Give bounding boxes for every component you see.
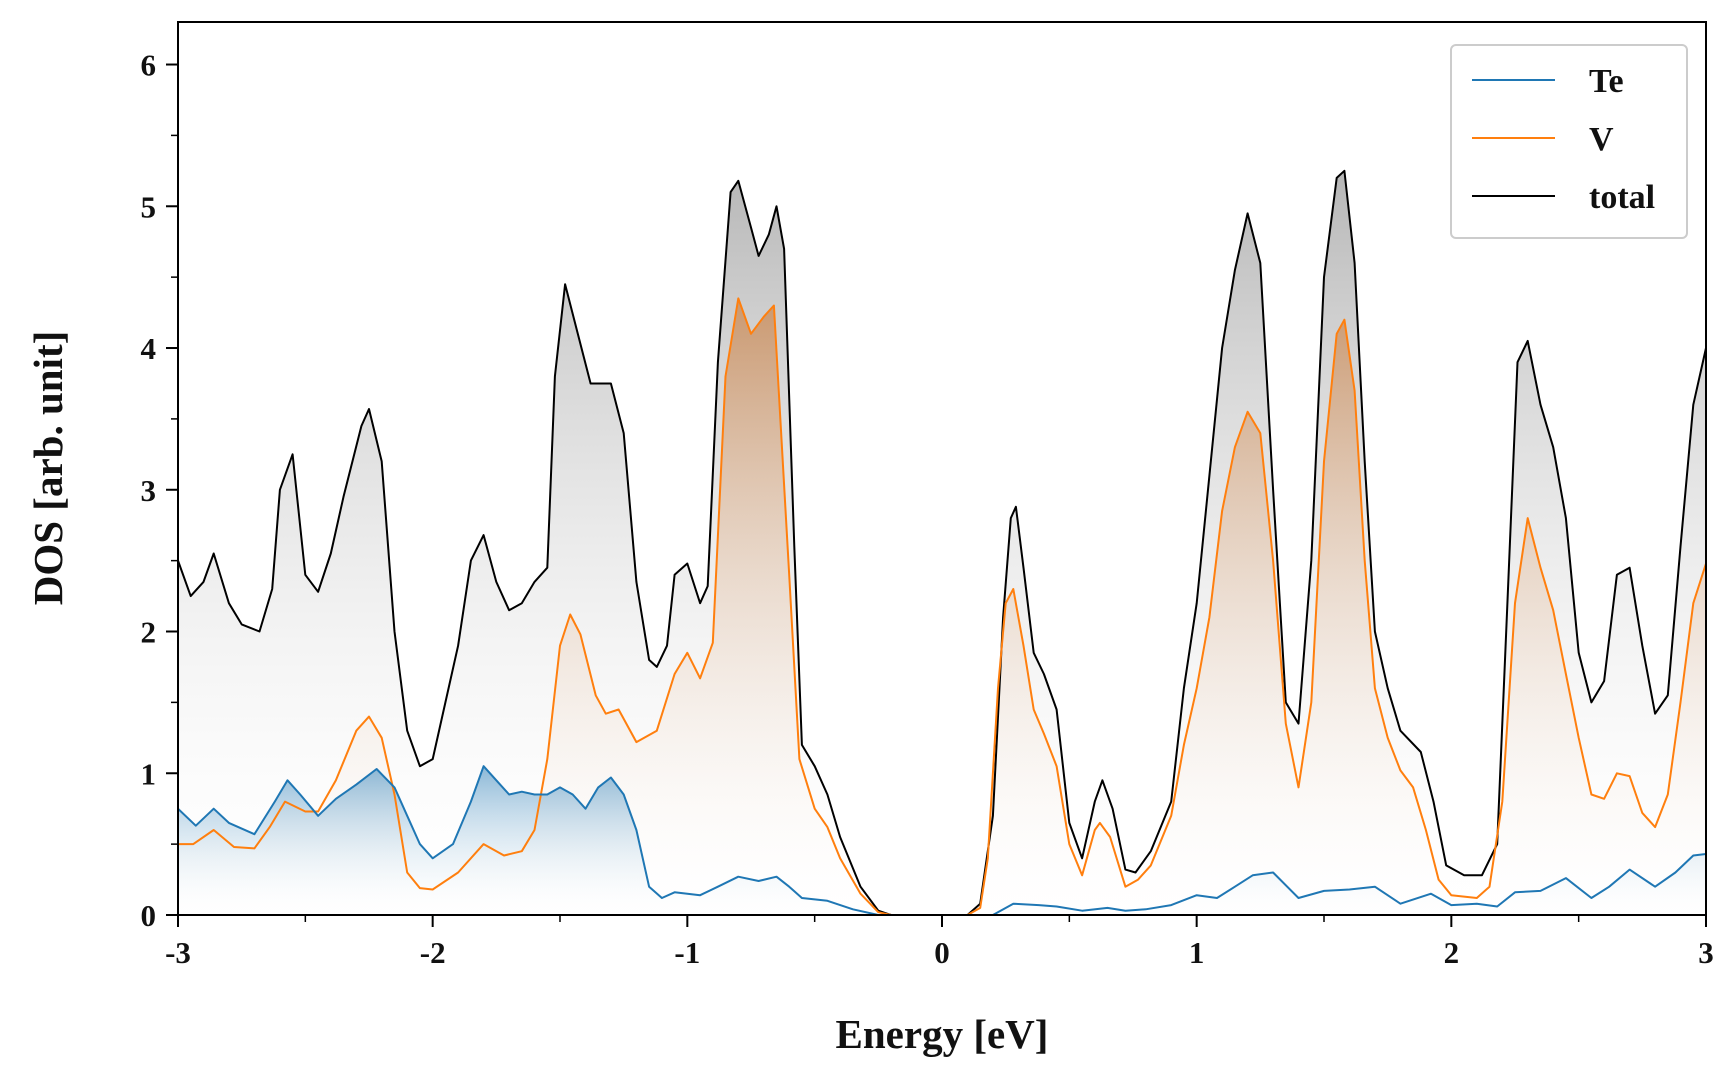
series-lines bbox=[178, 169, 1706, 915]
legend: Te V total bbox=[1450, 44, 1688, 239]
y-axis-title: DOS [arb. unit] bbox=[25, 331, 71, 606]
x-tick-label: -2 bbox=[420, 935, 446, 970]
x-axis-title: Energy [eV] bbox=[836, 1011, 1049, 1057]
series-line-te bbox=[178, 765, 1706, 915]
x-tick-label: 0 bbox=[934, 935, 950, 970]
y-tick-label: 1 bbox=[141, 756, 157, 791]
x-tick-label: 2 bbox=[1444, 935, 1460, 970]
series-line-total bbox=[178, 169, 1706, 915]
legend-label-te: Te bbox=[1589, 63, 1624, 100]
area-fills bbox=[178, 170, 1706, 915]
x-tick-label: -1 bbox=[674, 935, 700, 970]
y-tick-label: 6 bbox=[141, 48, 157, 83]
x-tick-label: 1 bbox=[1189, 935, 1205, 970]
y-tick-label: 5 bbox=[141, 189, 157, 224]
y-tick-label: 3 bbox=[141, 473, 157, 508]
area-fill-te bbox=[178, 766, 1706, 915]
x-tick-label: 3 bbox=[1698, 935, 1714, 970]
area-fill-v bbox=[178, 298, 1706, 915]
x-tick-label: -3 bbox=[165, 935, 191, 970]
legend-box bbox=[1450, 44, 1688, 239]
axis-ticks: -3 -2 -1 0 1 2 3 0 1 2 3 4 5 6 bbox=[141, 48, 1714, 970]
y-tick-label: 2 bbox=[141, 615, 157, 650]
legend-label-total: total bbox=[1589, 179, 1655, 216]
y-tick-label: 4 bbox=[141, 331, 157, 366]
legend-label-v: V bbox=[1589, 121, 1614, 158]
y-tick-label: 0 bbox=[141, 898, 157, 933]
area-fill-total bbox=[178, 170, 1706, 915]
series-line-v bbox=[178, 297, 1706, 915]
